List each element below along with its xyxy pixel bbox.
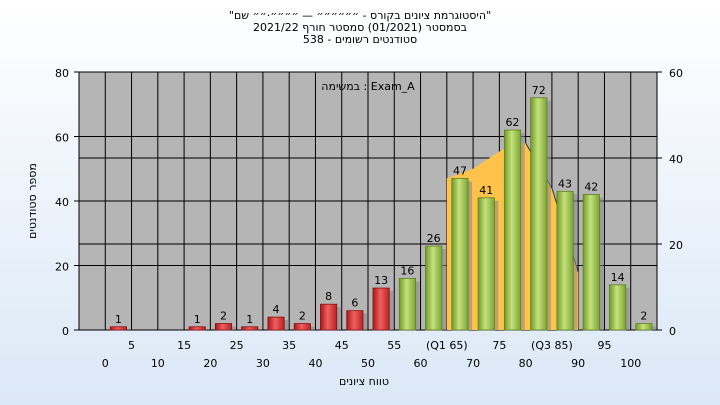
x-tick-label-upper: (Q1 65): [426, 339, 468, 352]
x-axis-title: טווח ציונים: [339, 375, 389, 388]
histogram-bar: [556, 190, 574, 331]
histogram-bar: [425, 245, 443, 331]
x-tick-label-upper: 15: [177, 339, 191, 352]
bar-value-label: 62: [506, 116, 520, 129]
x-tick-label-lower: 0: [102, 357, 109, 370]
x-tick-label-lower: 60: [414, 357, 428, 370]
histogram-bar: [267, 316, 285, 331]
x-tick-label-upper: 55: [387, 339, 401, 352]
histogram-bar: [635, 323, 653, 331]
bar-value-label: 14: [611, 271, 625, 284]
bar-value-label: 13: [374, 274, 388, 287]
y2-tick-label: 0: [669, 325, 676, 338]
histogram-bar: [477, 197, 495, 331]
histogram-bar: [241, 326, 259, 331]
bar-value-label: 8: [325, 290, 332, 303]
histogram-bar: [582, 194, 600, 331]
bar-value-label: 16: [400, 264, 414, 277]
x-tick-label-lower: 10: [151, 357, 165, 370]
y2-tick-label: 20: [669, 239, 683, 252]
bar-value-label: 2: [220, 310, 227, 323]
bar-value-label: 72: [532, 84, 546, 97]
y-tick-label: 60: [55, 132, 69, 145]
y-axis-title: מספר סטודנטים: [26, 163, 39, 239]
x-tick-label-upper: 25: [230, 339, 244, 352]
x-tick-label-lower: 80: [519, 357, 533, 370]
x-tick-label-upper: 5: [128, 339, 135, 352]
x-tick-label-upper: 75: [492, 339, 506, 352]
bar-value-label: 47: [453, 164, 467, 177]
y-tick-label: 20: [55, 261, 69, 274]
bar-value-label: 1: [115, 313, 122, 326]
bar-value-label: 2: [640, 310, 647, 323]
bar-value-label: 1: [194, 313, 201, 326]
x-tick-label-lower: 40: [308, 357, 322, 370]
histogram-bar: [188, 326, 206, 331]
x-tick-label-lower: 50: [361, 357, 375, 370]
chart-titles: "היסטוגרמת ציונים בקורס - ״״״״״״ — ״״״״·…: [0, 10, 720, 46]
x-tick-label-lower: 100: [620, 357, 641, 370]
bar-value-label: 42: [584, 181, 598, 194]
histogram-bar: [398, 277, 416, 331]
x-tick-label-lower: 20: [203, 357, 217, 370]
bar-value-label: 6: [351, 297, 358, 310]
bar-value-label: 26: [427, 232, 441, 245]
y2-tick-label: 60: [669, 67, 683, 80]
y-tick-label: 0: [62, 325, 69, 338]
histogram-bar: [372, 287, 390, 331]
bar-value-label: 4: [273, 303, 280, 316]
histogram-bar: [609, 284, 627, 331]
histogram-bar: [320, 303, 338, 331]
histogram-bar: [346, 310, 364, 331]
x-tick-label-lower: 30: [256, 357, 270, 370]
chart-annotation: במשימה : Exam_A: [321, 80, 415, 93]
histogram-bar: [530, 97, 548, 331]
bar-value-label: 1: [246, 313, 253, 326]
x-tick-label-upper: 45: [335, 339, 349, 352]
bar-value-label: 43: [558, 177, 572, 190]
chart-title-line1: "היסטוגרמת ציונים בקורס - ״״״״״״ — ״״״״·…: [228, 9, 492, 22]
y-tick-label: 40: [55, 196, 69, 209]
bar-value-label: 41: [479, 184, 493, 197]
x-tick-label-upper: (Q3 85): [531, 339, 573, 352]
x-tick-label-lower: 70: [466, 357, 480, 370]
bar-value-label: 2: [299, 310, 306, 323]
x-tick-label-lower: 90: [571, 357, 585, 370]
histogram-bar: [293, 323, 311, 331]
histogram-bar: [214, 323, 233, 331]
y-tick-label: 80: [55, 67, 69, 80]
histogram-bar: [451, 178, 469, 331]
chart-title-line2: בסמסטר (01/2021) סמסטר חורף 2021/22: [253, 21, 467, 34]
chart-title-line3: סטודנטים רשומים - 538: [302, 33, 418, 46]
histogram-bar: [109, 326, 127, 331]
x-tick-label-upper: 95: [597, 339, 611, 352]
x-tick-label-upper: 35: [282, 339, 296, 352]
histogram-bar: [503, 129, 522, 331]
y2-tick-label: 40: [669, 153, 683, 166]
